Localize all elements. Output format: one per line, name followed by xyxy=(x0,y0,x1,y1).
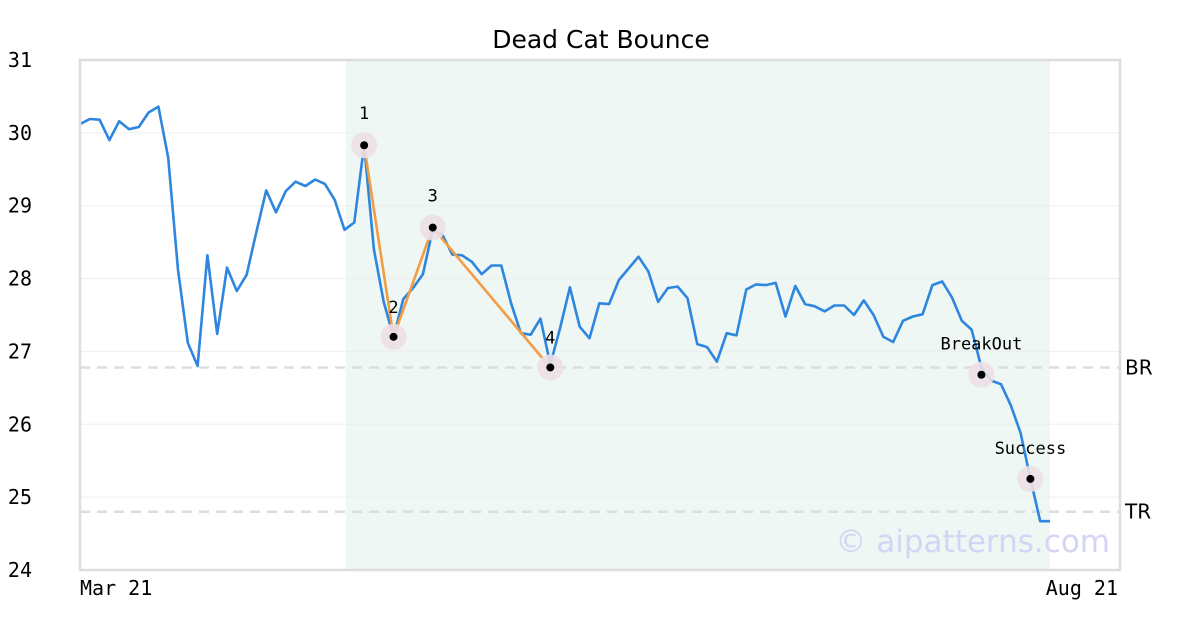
marker-label: 1 xyxy=(359,104,369,124)
chart-title: Dead Cat Bounce xyxy=(492,25,710,54)
marker-point xyxy=(428,223,437,232)
plot-frame xyxy=(78,58,1122,572)
level-lines: BR TR xyxy=(80,355,1153,524)
y-tick-label: 24 xyxy=(8,558,32,582)
y-tick-label: 30 xyxy=(8,121,32,145)
price-line xyxy=(79,105,1050,523)
markers-layer: 1 2 3 4 BreakOut Success xyxy=(351,104,1066,492)
pattern-highlight-region xyxy=(346,60,1051,570)
gridlines xyxy=(80,132,1120,498)
watermark-text: © aipatterns.com xyxy=(835,524,1110,560)
x-tick-label: Aug 21 xyxy=(1046,576,1118,600)
pattern-line xyxy=(362,145,552,369)
y-tick-label: 29 xyxy=(8,194,32,218)
y-tick-label: 25 xyxy=(8,485,32,509)
watermark: © aipatterns.com xyxy=(835,524,1110,560)
plot-background xyxy=(346,60,1051,570)
marker-label: BreakOut xyxy=(940,335,1022,355)
x-tick-label: Mar 21 xyxy=(80,576,152,600)
marker-label: 3 xyxy=(428,187,438,207)
marker-label: 4 xyxy=(545,328,555,348)
marker-point xyxy=(360,141,369,150)
pattern-layer xyxy=(362,145,552,369)
marker-point xyxy=(1026,474,1035,483)
level-label: TR xyxy=(1124,500,1151,524)
marker-point xyxy=(977,370,986,379)
y-tick-label: 28 xyxy=(8,267,32,291)
marker-point xyxy=(546,363,555,372)
marker-point xyxy=(389,332,398,341)
y-tick-label: 31 xyxy=(8,48,32,72)
marker-label: Success xyxy=(995,439,1067,459)
price-series-layer xyxy=(79,105,1050,523)
level-label: BR xyxy=(1125,355,1153,379)
y-tick-label: 26 xyxy=(8,412,32,436)
y-tick-label: 27 xyxy=(8,339,32,363)
marker-label: 2 xyxy=(388,298,398,318)
